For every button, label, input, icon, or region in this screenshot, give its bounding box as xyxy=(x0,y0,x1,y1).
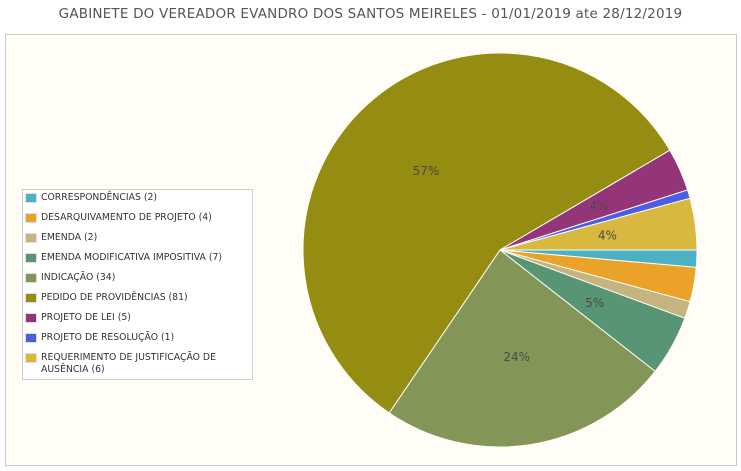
legend-item[interactable]: REQUERIMENTO DE JUSTIFICAÇÃO DE AUSÊNCIA… xyxy=(25,352,250,376)
legend: CORRESPONDÊNCIAS (2) DESARQUIVAMENTO DE P… xyxy=(22,189,253,380)
legend-label: PROJETO DE RESOLUÇÃO (1) xyxy=(41,332,175,343)
slice-percent-label: 57% xyxy=(413,164,440,178)
chart-title: GABINETE DO VEREADOR EVANDRO DOS SANTOS … xyxy=(58,6,683,22)
legend-swatch xyxy=(25,213,37,223)
pie-slice[interactable] xyxy=(388,249,656,448)
legend-item[interactable]: PROJETO DE LEI (5) xyxy=(25,312,250,332)
legend-swatch xyxy=(25,313,37,323)
legend-label: EMENDA MODIFICATIVA IMPOSITIVA (7) xyxy=(41,252,222,263)
legend-label: REQUERIMENTO DE JUSTIFICAÇÃO DE AUSÊNCIA… xyxy=(41,352,216,375)
legend-item[interactable]: PROJETO DE RESOLUÇÃO (1) xyxy=(25,332,250,352)
legend-label: CORRESPONDÊNCIAS (2) xyxy=(41,192,157,203)
legend-item[interactable]: EMENDA (2) xyxy=(25,232,250,252)
legend-item[interactable]: INDICAÇÃO (34) xyxy=(25,272,250,292)
legend-label: INDICAÇÃO (34) xyxy=(41,272,116,283)
slice-percent-label: 5% xyxy=(585,296,604,310)
slice-percent-label: 4% xyxy=(598,229,617,243)
legend-swatch xyxy=(25,253,37,263)
legend-swatch xyxy=(25,293,37,303)
pie-chart: 5% 24% 57% 4% 4% xyxy=(302,52,698,448)
slice-percent-label: 4% xyxy=(589,199,608,213)
legend-item[interactable]: EMENDA MODIFICATIVA IMPOSITIVA (7) xyxy=(25,252,250,272)
legend-label: PROJETO DE LEI (5) xyxy=(41,312,131,323)
pie-slice[interactable] xyxy=(499,197,698,251)
legend-swatch xyxy=(25,233,37,243)
pie-slice[interactable] xyxy=(302,52,671,414)
legend-label: PEDIDO DE PROVIDÊNCIAS (81) xyxy=(41,292,188,303)
legend-item[interactable]: PEDIDO DE PROVIDÊNCIAS (81) xyxy=(25,292,250,312)
legend-label: EMENDA (2) xyxy=(41,232,98,243)
legend-swatch xyxy=(25,193,37,203)
legend-swatch xyxy=(25,273,37,283)
legend-swatch xyxy=(25,353,37,363)
plot-area: 5% 24% 57% 4% 4% CORRESPONDÊNCIAS (2) DESARQU… xyxy=(5,34,737,466)
slice-percent-label: 24% xyxy=(503,350,530,364)
legend-label: DESARQUIVAMENTO DE PROJETO (4) xyxy=(41,212,212,223)
legend-item[interactable]: DESARQUIVAMENTO DE PROJETO (4) xyxy=(25,212,250,232)
legend-item[interactable]: CORRESPONDÊNCIAS (2) xyxy=(25,192,250,212)
legend-swatch xyxy=(25,333,37,343)
